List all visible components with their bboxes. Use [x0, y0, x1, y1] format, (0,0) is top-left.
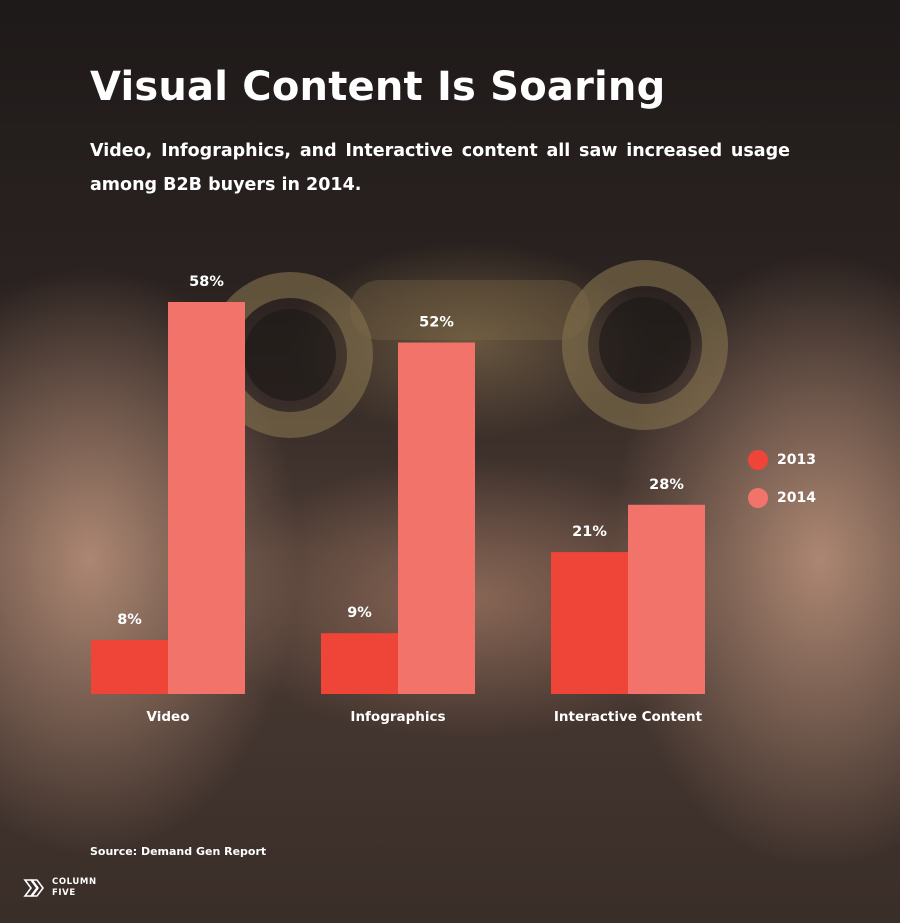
category-label-video: Video [147, 709, 190, 725]
value-label-infographics-2014: 52% [419, 315, 454, 331]
logo-line2: FIVE [52, 888, 76, 898]
legend-swatch-2013 [748, 450, 768, 470]
bar-interactive-content-2013 [551, 552, 628, 694]
column-five-wordmark: COLUMN FIVE [52, 877, 97, 899]
bar-infographics-2014 [398, 342, 475, 694]
binocular-right-lens [562, 260, 728, 430]
value-label-video-2014: 58% [189, 274, 224, 290]
bar-interactive-content-2014 [628, 504, 705, 694]
legend-item-2014: 2014 [748, 486, 816, 510]
source-note: Source: Demand Gen Report [90, 845, 267, 858]
legend-label-2014: 2014 [777, 490, 816, 506]
column-five-logo-icon [23, 879, 44, 897]
page-subtitle: Video, Infographics, and Interactive con… [90, 141, 790, 195]
column-five-logo: COLUMN FIVE [22, 876, 97, 900]
page-title: Visual Content Is Soaring [90, 64, 666, 110]
value-label-infographics-2013: 9% [347, 605, 372, 621]
bar-infographics-2013 [321, 633, 398, 694]
legend-label-2013: 2013 [777, 452, 816, 468]
bar-video-2014 [168, 302, 245, 694]
logo-line1: COLUMN [52, 877, 97, 887]
value-label-video-2013: 8% [117, 612, 142, 628]
value-label-interactive-content-2013: 21% [572, 524, 607, 540]
legend-swatch-2014 [748, 488, 768, 508]
value-label-interactive-content-2014: 28% [649, 477, 684, 493]
category-label-infographics: Infographics [350, 709, 445, 725]
legend-item-2013: 2013 [748, 448, 816, 472]
bar-video-2013 [91, 639, 168, 694]
category-label-interactive-content: Interactive Content [554, 709, 703, 725]
legend: 2013 2014 [748, 448, 816, 524]
